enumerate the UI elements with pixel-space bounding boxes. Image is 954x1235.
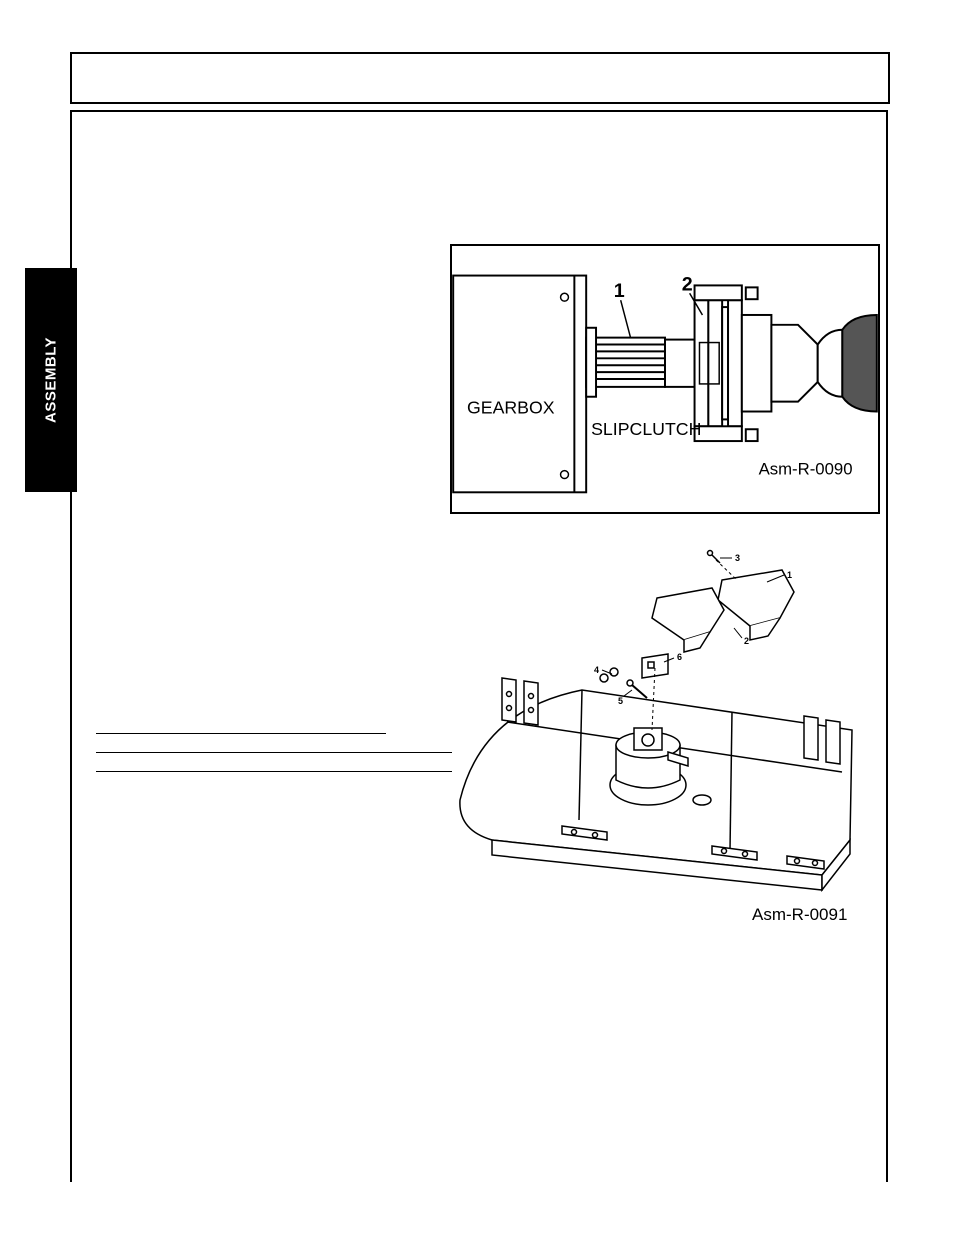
- callout-3: 3: [735, 553, 740, 563]
- figure-gearbox-slipclutch: 1 2 GEARBOX SLIPCLUTCH Asm-R-0090: [450, 244, 880, 514]
- side-tab-label: ASSEMBLY: [43, 337, 60, 423]
- callout-5: 5: [618, 696, 623, 706]
- paragraph: The center deck driveline has a slip clu…: [96, 184, 446, 200]
- underline: [96, 733, 386, 734]
- figure-deck-assembly: 1 2 3 4 5 6 Asm-R-0091: [452, 540, 868, 956]
- underline: [96, 752, 466, 753]
- paragraph: Refer to the driveline test procedure in…: [96, 257, 446, 289]
- caution-title: CAUTION: [96, 301, 446, 317]
- body-text-column: The center deck driveline has a slip clu…: [96, 184, 446, 772]
- underline: [96, 771, 486, 772]
- callout-6: 6: [677, 652, 682, 662]
- figure-ref: Asm-R-0091: [752, 905, 847, 924]
- section-heading: MAIN DRIVELINE: [96, 134, 219, 151]
- callout-1: 1: [614, 280, 625, 302]
- label-slipclutch: SLIPCLUTCH: [591, 419, 701, 439]
- callout-1: 1: [787, 570, 792, 580]
- callout-2: 2: [682, 273, 693, 295]
- side-tab: ASSEMBLY: [25, 268, 77, 492]
- callout-4: 4: [594, 665, 599, 675]
- paragraph: Slide the slip clutch end onto the input…: [96, 212, 446, 244]
- footer-right: © 2009 Alamo Group Inc.: [756, 1188, 880, 1200]
- figure-ref: Asm-R-0090: [759, 460, 853, 479]
- caution-body: The slip clutch must be tested and adjus…: [96, 329, 446, 378]
- page: ASSEMBLY MAIN DRIVELINE ASSEMBLY The cen…: [0, 0, 954, 1235]
- callout-2: 2: [744, 636, 749, 646]
- label-gearbox: GEARBOX: [467, 397, 555, 417]
- page-title: ASSEMBLY: [100, 62, 250, 93]
